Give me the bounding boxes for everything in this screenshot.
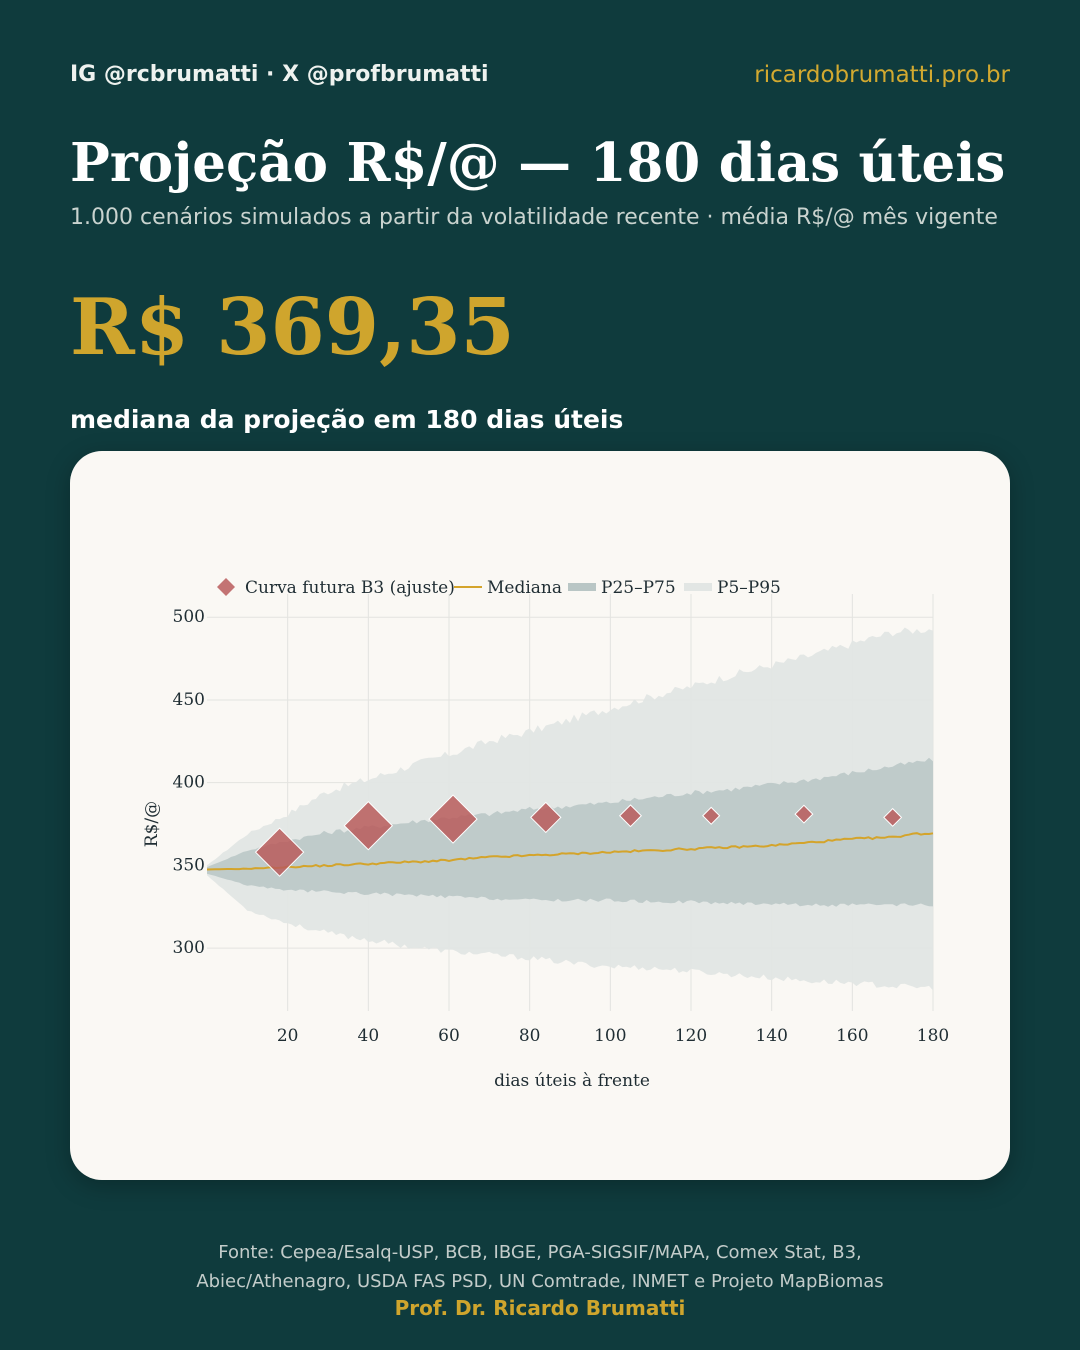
page-title: Projeção R$/@ — 180 dias úteis (70, 132, 1006, 194)
futures-marker (428, 794, 478, 844)
x-tick-label: 20 (277, 1026, 299, 1046)
x-tick-label: 60 (438, 1026, 460, 1046)
headline-value: R$ 369,35 (70, 282, 515, 373)
chart-axes: 20 40 60 80 100 120 140 160 180 300 350 400 450 500 di… (142, 607, 949, 1091)
x-tick-label: 100 (594, 1026, 626, 1046)
y-tick-label: 300 (173, 938, 205, 958)
legend-label: P5–P95 (717, 578, 781, 598)
x-tick-label: 160 (836, 1026, 868, 1046)
y-tick-label: 350 (173, 855, 205, 875)
social-handles: IG @rcbrumatti · X @profbrumatti (70, 62, 489, 87)
y-tick-label: 400 (173, 773, 205, 793)
x-tick-label: 180 (917, 1026, 949, 1046)
median-line (206, 832, 934, 871)
footer-source: Fonte: Cepea/Esalq-USP, BCB, IBGE, PGA-S… (0, 1238, 1080, 1296)
legend-swatch-band (568, 583, 596, 591)
footer-author: Prof. Dr. Ricardo Brumatti (394, 1296, 686, 1320)
y-tick-label: 450 (173, 690, 205, 710)
x-tick-label: 80 (519, 1026, 541, 1046)
futures-marker (794, 804, 814, 824)
website-link[interactable]: ricardobrumatti.pro.br (754, 62, 1010, 88)
x-tick-label: 40 (358, 1026, 380, 1046)
chart-card: Curva futura B3 (ajuste) Mediana P25–P75 P5… (70, 451, 1010, 1180)
futures-marker (530, 801, 562, 834)
legend-label: Mediana (487, 578, 562, 598)
x-tick-label: 120 (675, 1026, 707, 1046)
chart-series (206, 627, 934, 991)
page-subtitle: 1.000 cenários simulados a partir da vol… (70, 205, 998, 230)
legend-swatch-futures (217, 578, 235, 596)
band-p25-p75 (207, 757, 933, 907)
futures-marker (702, 806, 721, 825)
futures-marker (618, 804, 643, 828)
chart-legend: Curva futura B3 (ajuste) Mediana P25–P75 P5… (217, 578, 781, 598)
x-axis-title: dias úteis à frente (494, 1071, 650, 1091)
footer-source-line-2: Abiec/Athenagro, USDA FAS PSD, UN Comtra… (196, 1271, 884, 1292)
projection-chart: Curva futura B3 (ajuste) Mediana P25–P75 P5… (142, 578, 949, 1091)
x-tick-label: 140 (755, 1026, 787, 1046)
futures-marker (883, 807, 903, 827)
footer-source-line-1: Fonte: Cepea/Esalq-USP, BCB, IBGE, PGA-S… (218, 1242, 862, 1263)
futures-marker (254, 827, 305, 877)
legend-swatch-band (684, 583, 712, 591)
y-tick-label: 500 (173, 607, 205, 627)
futures-marker (343, 800, 394, 851)
headline-caption: mediana da projeção em 180 dias úteis (70, 405, 624, 434)
y-axis-title: R$/@ (142, 801, 162, 847)
legend-label: P25–P75 (601, 578, 676, 598)
legend-label: Curva futura B3 (ajuste) (245, 578, 455, 598)
